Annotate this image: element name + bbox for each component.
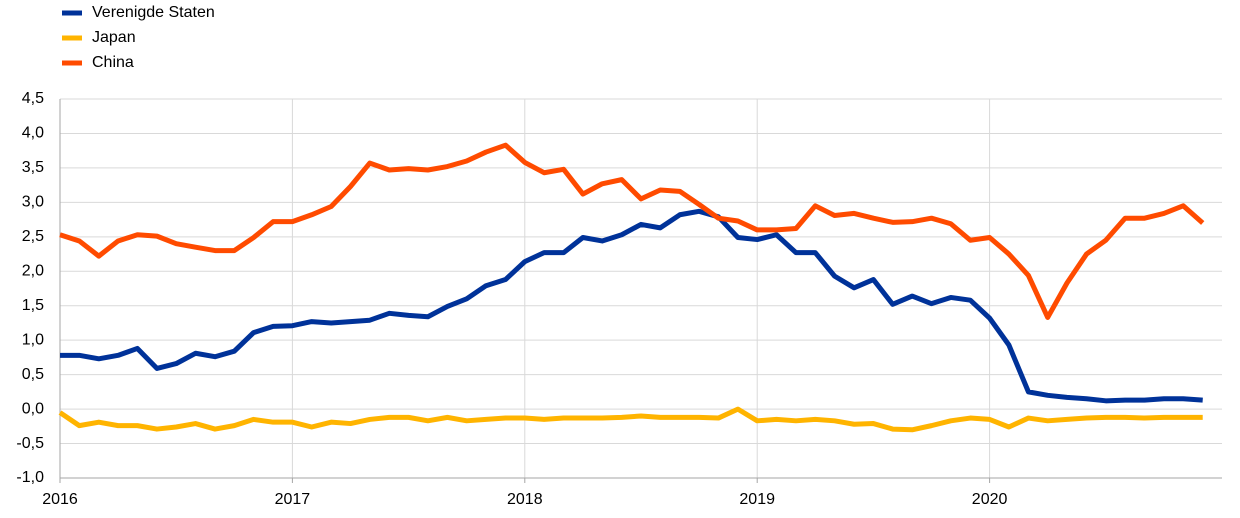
y-tick-label: -0,5 [16,435,44,452]
y-tick-label: 0,0 [22,400,44,417]
y-tick-label: 1,0 [22,331,44,348]
y-tick-label: 0,5 [22,366,44,383]
x-tick-label: 2016 [42,491,78,508]
y-tick-label: 3,0 [22,194,44,211]
y-tick-label: -1,0 [16,469,44,486]
data-line [60,208,1203,404]
x-tick-label: 2017 [275,491,311,508]
y-tick-label: 1,5 [22,297,44,314]
x-tick-label: 2019 [739,491,775,508]
y-tick-label: 2,5 [22,228,44,245]
legend-label: China [92,54,134,71]
y-tick-label: 4,0 [22,125,44,142]
data-line [59,142,1205,320]
y-tick-label: 4,5 [22,90,44,107]
data-line [58,406,1203,433]
x-tick-label: 2020 [972,491,1008,508]
legend-label: Japan [92,29,136,46]
y-tick-label: 2,0 [22,262,44,279]
y-tick-label: 3,5 [22,159,44,176]
legend-label: Verenigde Staten [92,4,215,21]
x-tick-label: 2018 [507,491,543,508]
